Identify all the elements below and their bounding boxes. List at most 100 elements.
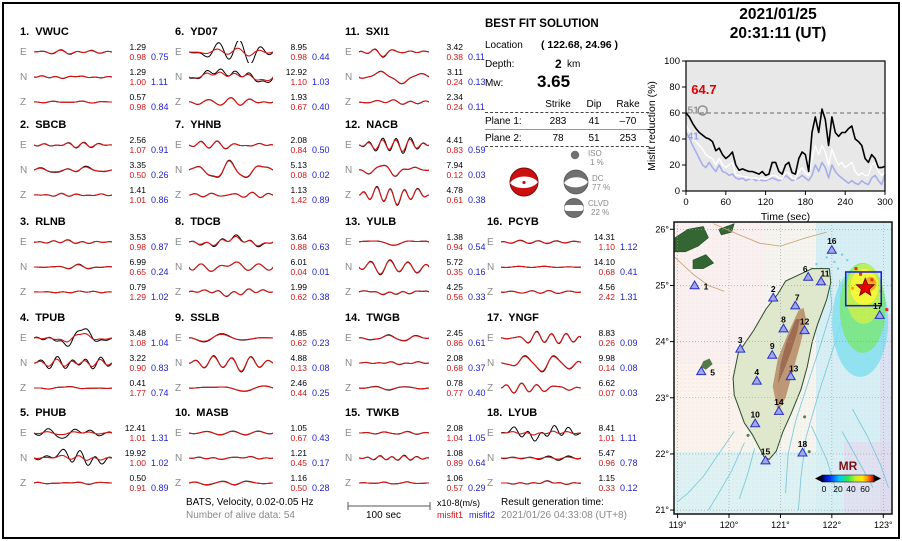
observed-amplitude: 3.35 [129,159,146,170]
misfit2-value: 0.61 [468,338,486,348]
misfit2-value: 1.12 [620,242,638,252]
misfit-reduction-blue-line [685,132,886,186]
amplitude-values: 5.47 0.96 [581,448,615,468]
misfit1-value: 0.13 [290,363,307,373]
misfit1-value: 0.68 [598,267,615,277]
component-label: Z [20,286,27,298]
station-panel-yulb: 13. YULB E 1.38 0.94 0.54 N 5.72 0.35 0.16 Z 4.25 0.… [345,216,486,306]
observed-amplitude: 3.48 [129,327,146,338]
station-name: TWKB [366,407,400,419]
misfit1-value: 1.00 [129,77,146,87]
waveform-row-n: N 3.22 0.90 0.83 [20,352,176,374]
waveform-trace [189,288,273,298]
station-name: YHNB [190,119,222,131]
amplitude-values: 2.08 1.04 [429,423,463,443]
station-panel-yhnb: 7. YHNB E 2.08 0.84 0.50 N 5.13 0.08 0.02 Z 1.13 1.4… [175,119,335,209]
y-tick-label: 20 [669,160,680,171]
plane1-row: Plane 1: 283 41 –70 [485,113,649,130]
misfit2-value: 0.25 [312,388,330,398]
waveform-row-e: E 2.45 0.86 0.61 [345,327,486,349]
component-label: N [487,452,495,464]
misfit1-value: 0.33 [598,483,615,493]
misfit2-value: 0.08 [620,363,638,373]
observed-amplitude: 5.13 [290,159,307,170]
misfit1-value: 0.38 [446,52,463,62]
misfit1-value: 2.42 [598,292,615,302]
station-panel-sslb: 9. SSLB E 4.85 0.62 0.23 N 4.88 0.13 0.08 Z 2.46 0.4… [175,312,335,402]
misfit2-value: 0.17 [312,458,330,468]
misfit1-value: 0.65 [129,267,146,277]
waveform-trace [189,191,273,199]
station-panel-tdcb: 8. TDCB E 3.64 0.88 0.63 N 6.01 0.04 0.01 Z 1.99 0.6… [175,216,335,306]
nodal-plane-table: Strike Dip Rake Plane 1: 283 41 –70 Plan… [485,96,649,147]
waveform-trace [359,290,429,296]
misfit-legend: misfit1 misfit2 [437,510,495,521]
misfit1-value: 0.12 [446,170,463,180]
component-label: N [487,357,495,369]
clvd-beachball-icon [564,198,584,218]
observed-amplitude: 2.56 [129,134,146,145]
amplitude-values: 1.41 1.01 [112,185,146,205]
misfit1-value: 0.61 [446,195,463,205]
waveform-row-e: E 8.83 0.26 0.09 [487,327,641,349]
station-title: 2. SBCB [20,119,67,131]
station-title: 5. PHUB [20,407,67,419]
station-title: 10. MASB [175,407,229,419]
station-panel-phub: 5. PHUB E 12.41 1.01 1.31 N 19.92 1.00 1.02 Z 0.50 0… [20,407,176,497]
misfit2-value: 0.11 [468,52,485,62]
component-label: Z [175,382,182,394]
waveform-row-n: N 7.94 0.12 0.03 [345,159,486,181]
observed-amplitude: 12.92 [285,66,307,77]
misfit2-value: 0.12 [620,483,638,493]
waveform-trace [359,481,429,485]
x-tick-label: 60 [721,197,732,208]
waveform-row-e: E 12.41 1.01 1.31 [20,422,176,444]
x-tick-label: 180 [797,197,813,208]
observed-amplitude: 0.79 [129,281,146,292]
waveform-row-z: Z 0.78 0.77 0.40 [345,377,486,399]
waveform-row-e: E 2.08 1.04 1.05 [345,422,486,444]
lon-tick-label: 123° [874,520,893,530]
y-tick-label: 100 [664,56,680,67]
misfit1-value: 0.14 [598,363,615,373]
observed-amplitude: 2.08 [446,422,463,433]
observed-amplitude: 2.08 [446,352,463,363]
amplitude-values: 4.85 0.62 [273,328,307,348]
waveform-row-z: Z 0.41 1.77 0.74 [20,377,176,399]
misfit1-value: 0.68 [446,363,463,373]
station-title: 15. TWKB [345,407,400,419]
waveform-trace [34,263,112,270]
waveform-trace [359,164,429,177]
observed-amplitude: 14.31 [593,231,615,242]
amplitude-values: 6.01 0.04 [273,257,307,277]
x-axis-label: Time (sec) [761,211,810,222]
station-name: TDCB [190,216,221,228]
observed-amplitude: 4.88 [290,352,307,363]
waveform-row-e: E 2.56 1.07 0.91 [20,134,176,156]
y-axis-label: Misfit reduction (%) [646,81,658,171]
misfit1-value: 0.67 [290,433,307,443]
waveform-trace [359,99,429,105]
amplitude-values: 1.15 0.33 [581,473,615,493]
x-tick-label: 120 [758,197,774,208]
observed-amplitude: 3.53 [129,231,146,242]
event-date: 2021/01/25 [739,6,817,23]
component-label: E [345,427,352,439]
observed-amplitude: 0.50 [129,472,146,483]
observed-amplitude: 7.94 [446,159,463,170]
waveform-row-z: Z 0.50 0.91 0.89 [20,472,176,494]
waveform-trace [189,355,273,373]
map-station-number: 11 [821,269,830,279]
station-title: 14. TWGB [345,312,400,324]
station-name: NACB [366,119,399,131]
moment-tensor-decomposition: ISO 1 % DC 77 % CLVD 22 % [509,149,610,218]
observed-amplitude: 3.42 [446,41,463,52]
station-panel-twkb: 15. TWKB E 2.08 1.04 1.05 N 1.08 0.89 0.64 Z 1.06 0.… [345,407,486,497]
waveform-trace [501,455,581,461]
misfit2-value: 0.86 [151,195,169,205]
lon-tick-label: 122° [823,520,842,530]
station-title: 17. YNGF [487,312,539,324]
observed-amplitude: 1.16 [290,472,307,483]
station-title: 11. SXI1 [345,26,390,38]
component-label: Z [175,477,182,489]
